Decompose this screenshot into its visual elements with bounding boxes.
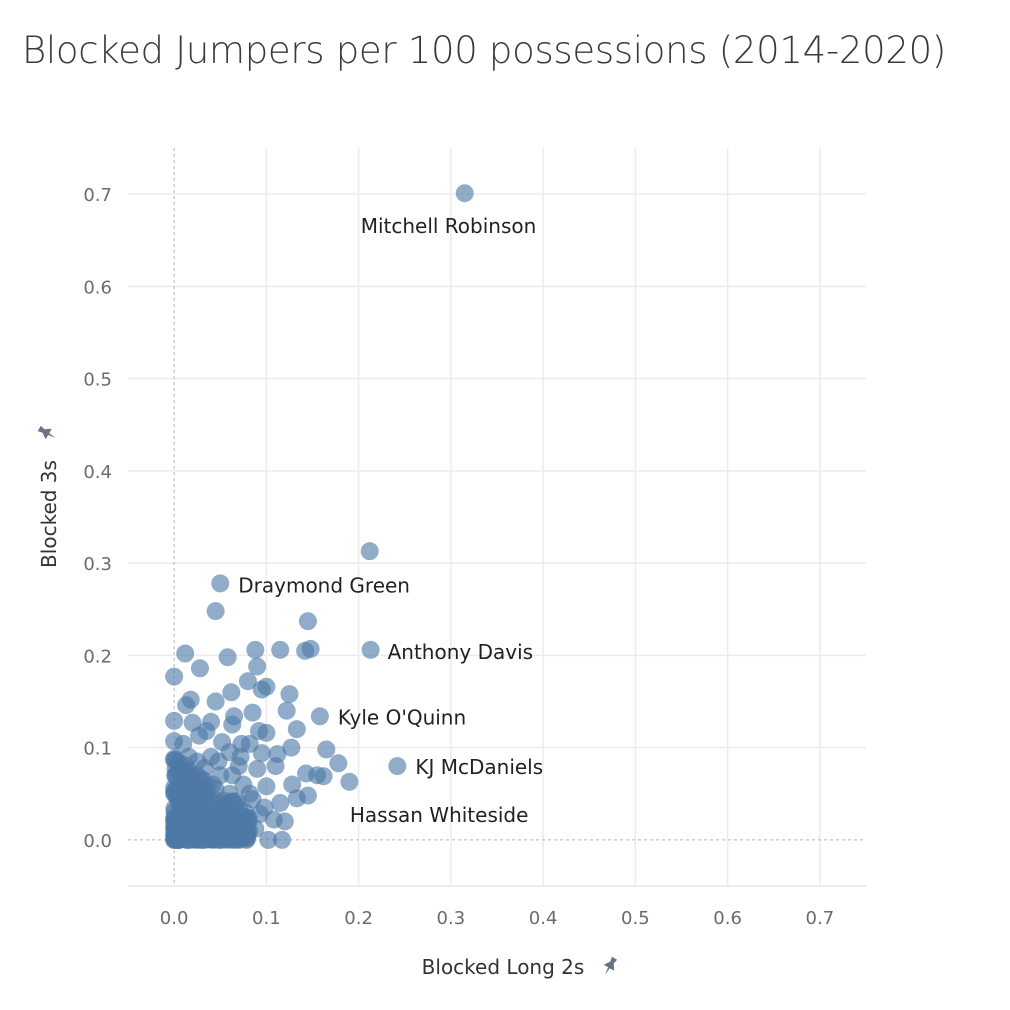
data-point[interactable] xyxy=(165,711,184,730)
x-tick-label: 0.7 xyxy=(806,908,835,929)
data-point[interactable] xyxy=(200,823,219,842)
data-point[interactable] xyxy=(314,767,333,786)
y-tick-label: 0.3 xyxy=(83,554,112,575)
data-point[interactable] xyxy=(310,707,329,726)
y-tick-label: 0.7 xyxy=(83,185,112,206)
data-point[interactable] xyxy=(271,640,290,659)
data-point[interactable] xyxy=(298,612,317,631)
data-point[interactable] xyxy=(203,775,222,794)
data-point[interactable] xyxy=(280,685,299,704)
x-tick-label: 0.6 xyxy=(713,908,742,929)
data-point[interactable] xyxy=(252,744,271,763)
x-tick-label: 0.1 xyxy=(252,908,281,929)
data-point[interactable] xyxy=(246,640,265,659)
data-point[interactable] xyxy=(190,726,209,745)
data-point[interactable] xyxy=(329,754,348,773)
data-point[interactable] xyxy=(266,757,285,776)
point-label: Anthony Davis xyxy=(388,640,533,664)
data-point[interactable] xyxy=(223,766,242,785)
data-point[interactable] xyxy=(190,789,209,808)
chart-title: Blocked Jumpers per 100 possessions (201… xyxy=(22,29,946,72)
data-point[interactable] xyxy=(257,777,276,796)
y-tick-label: 0.4 xyxy=(83,462,112,483)
data-point[interactable] xyxy=(172,775,191,794)
x-tick-label: 0.0 xyxy=(160,908,189,929)
data-point[interactable] xyxy=(218,817,237,836)
x-axis-title: Blocked Long 2s xyxy=(422,955,585,979)
point-label: KJ McDaniels xyxy=(415,755,543,779)
data-point[interactable] xyxy=(271,793,290,812)
data-point[interactable] xyxy=(277,701,296,720)
data-point[interactable] xyxy=(282,738,301,757)
data-point[interactable] xyxy=(179,747,198,766)
point-label: Kyle O'Quinn xyxy=(338,705,466,729)
x-tick-label: 0.4 xyxy=(529,908,558,929)
point-labels: Mitchell Robinson Draymond Green Anthony D… xyxy=(238,214,543,827)
data-point[interactable] xyxy=(317,740,336,759)
data-point[interactable] xyxy=(231,747,250,766)
data-point[interactable] xyxy=(287,789,306,808)
data-points[interactable] xyxy=(165,184,474,849)
data-point[interactable] xyxy=(211,574,230,593)
data-point[interactable] xyxy=(243,703,262,722)
data-point[interactable] xyxy=(223,715,242,734)
y-tick-label: 0.2 xyxy=(83,646,112,667)
data-point[interactable] xyxy=(275,812,294,831)
data-point[interactable] xyxy=(252,680,271,699)
data-point[interactable] xyxy=(187,807,206,826)
y-tick-label: 0.0 xyxy=(83,831,112,852)
data-point[interactable] xyxy=(240,784,259,803)
data-point[interactable] xyxy=(361,640,380,659)
data-point[interactable] xyxy=(190,659,209,678)
data-point[interactable] xyxy=(340,772,359,791)
y-axis-pin-icon[interactable] xyxy=(36,423,58,443)
data-point[interactable] xyxy=(297,764,316,783)
axes: 0.0 0.1 0.2 0.3 0.4 0.5 0.6 0.7 0.0 0.1 0.2 0.3 0.4 0… xyxy=(83,185,834,929)
point-label: Mitchell Robinson xyxy=(361,214,537,238)
data-point[interactable] xyxy=(246,819,265,838)
data-point[interactable] xyxy=(176,644,195,663)
data-point[interactable] xyxy=(195,758,214,777)
x-tick-label: 0.5 xyxy=(621,908,650,929)
data-point[interactable] xyxy=(249,722,268,741)
x-tick-label: 0.2 xyxy=(344,908,373,929)
x-tick-label: 0.3 xyxy=(437,908,466,929)
data-point[interactable] xyxy=(388,757,407,776)
data-point[interactable] xyxy=(222,683,241,702)
data-point[interactable] xyxy=(455,184,474,203)
data-point[interactable] xyxy=(255,798,274,817)
data-point[interactable] xyxy=(248,657,267,676)
y-axis-title: Blocked 3s xyxy=(37,460,61,568)
data-point[interactable] xyxy=(206,602,225,621)
data-point[interactable] xyxy=(165,667,184,686)
data-point[interactable] xyxy=(167,810,186,829)
data-point[interactable] xyxy=(273,830,292,849)
point-label: Draymond Green xyxy=(238,573,410,597)
data-point[interactable] xyxy=(220,830,239,849)
data-point[interactable] xyxy=(177,696,196,715)
data-point[interactable] xyxy=(209,752,228,771)
data-point[interactable] xyxy=(248,759,267,778)
x-axis-pin-icon[interactable] xyxy=(600,955,620,977)
y-tick-label: 0.5 xyxy=(83,370,112,391)
data-point[interactable] xyxy=(238,672,257,691)
data-point[interactable] xyxy=(259,830,278,849)
data-point[interactable] xyxy=(360,542,379,561)
data-point[interactable] xyxy=(206,692,225,711)
data-point[interactable] xyxy=(283,775,302,794)
data-point[interactable] xyxy=(218,648,237,667)
data-point[interactable] xyxy=(169,761,188,780)
y-tick-label: 0.1 xyxy=(83,739,112,760)
point-label: Hassan Whiteside xyxy=(350,803,529,827)
data-point[interactable] xyxy=(287,720,306,739)
data-point[interactable] xyxy=(296,641,315,660)
y-tick-label: 0.6 xyxy=(83,277,112,298)
